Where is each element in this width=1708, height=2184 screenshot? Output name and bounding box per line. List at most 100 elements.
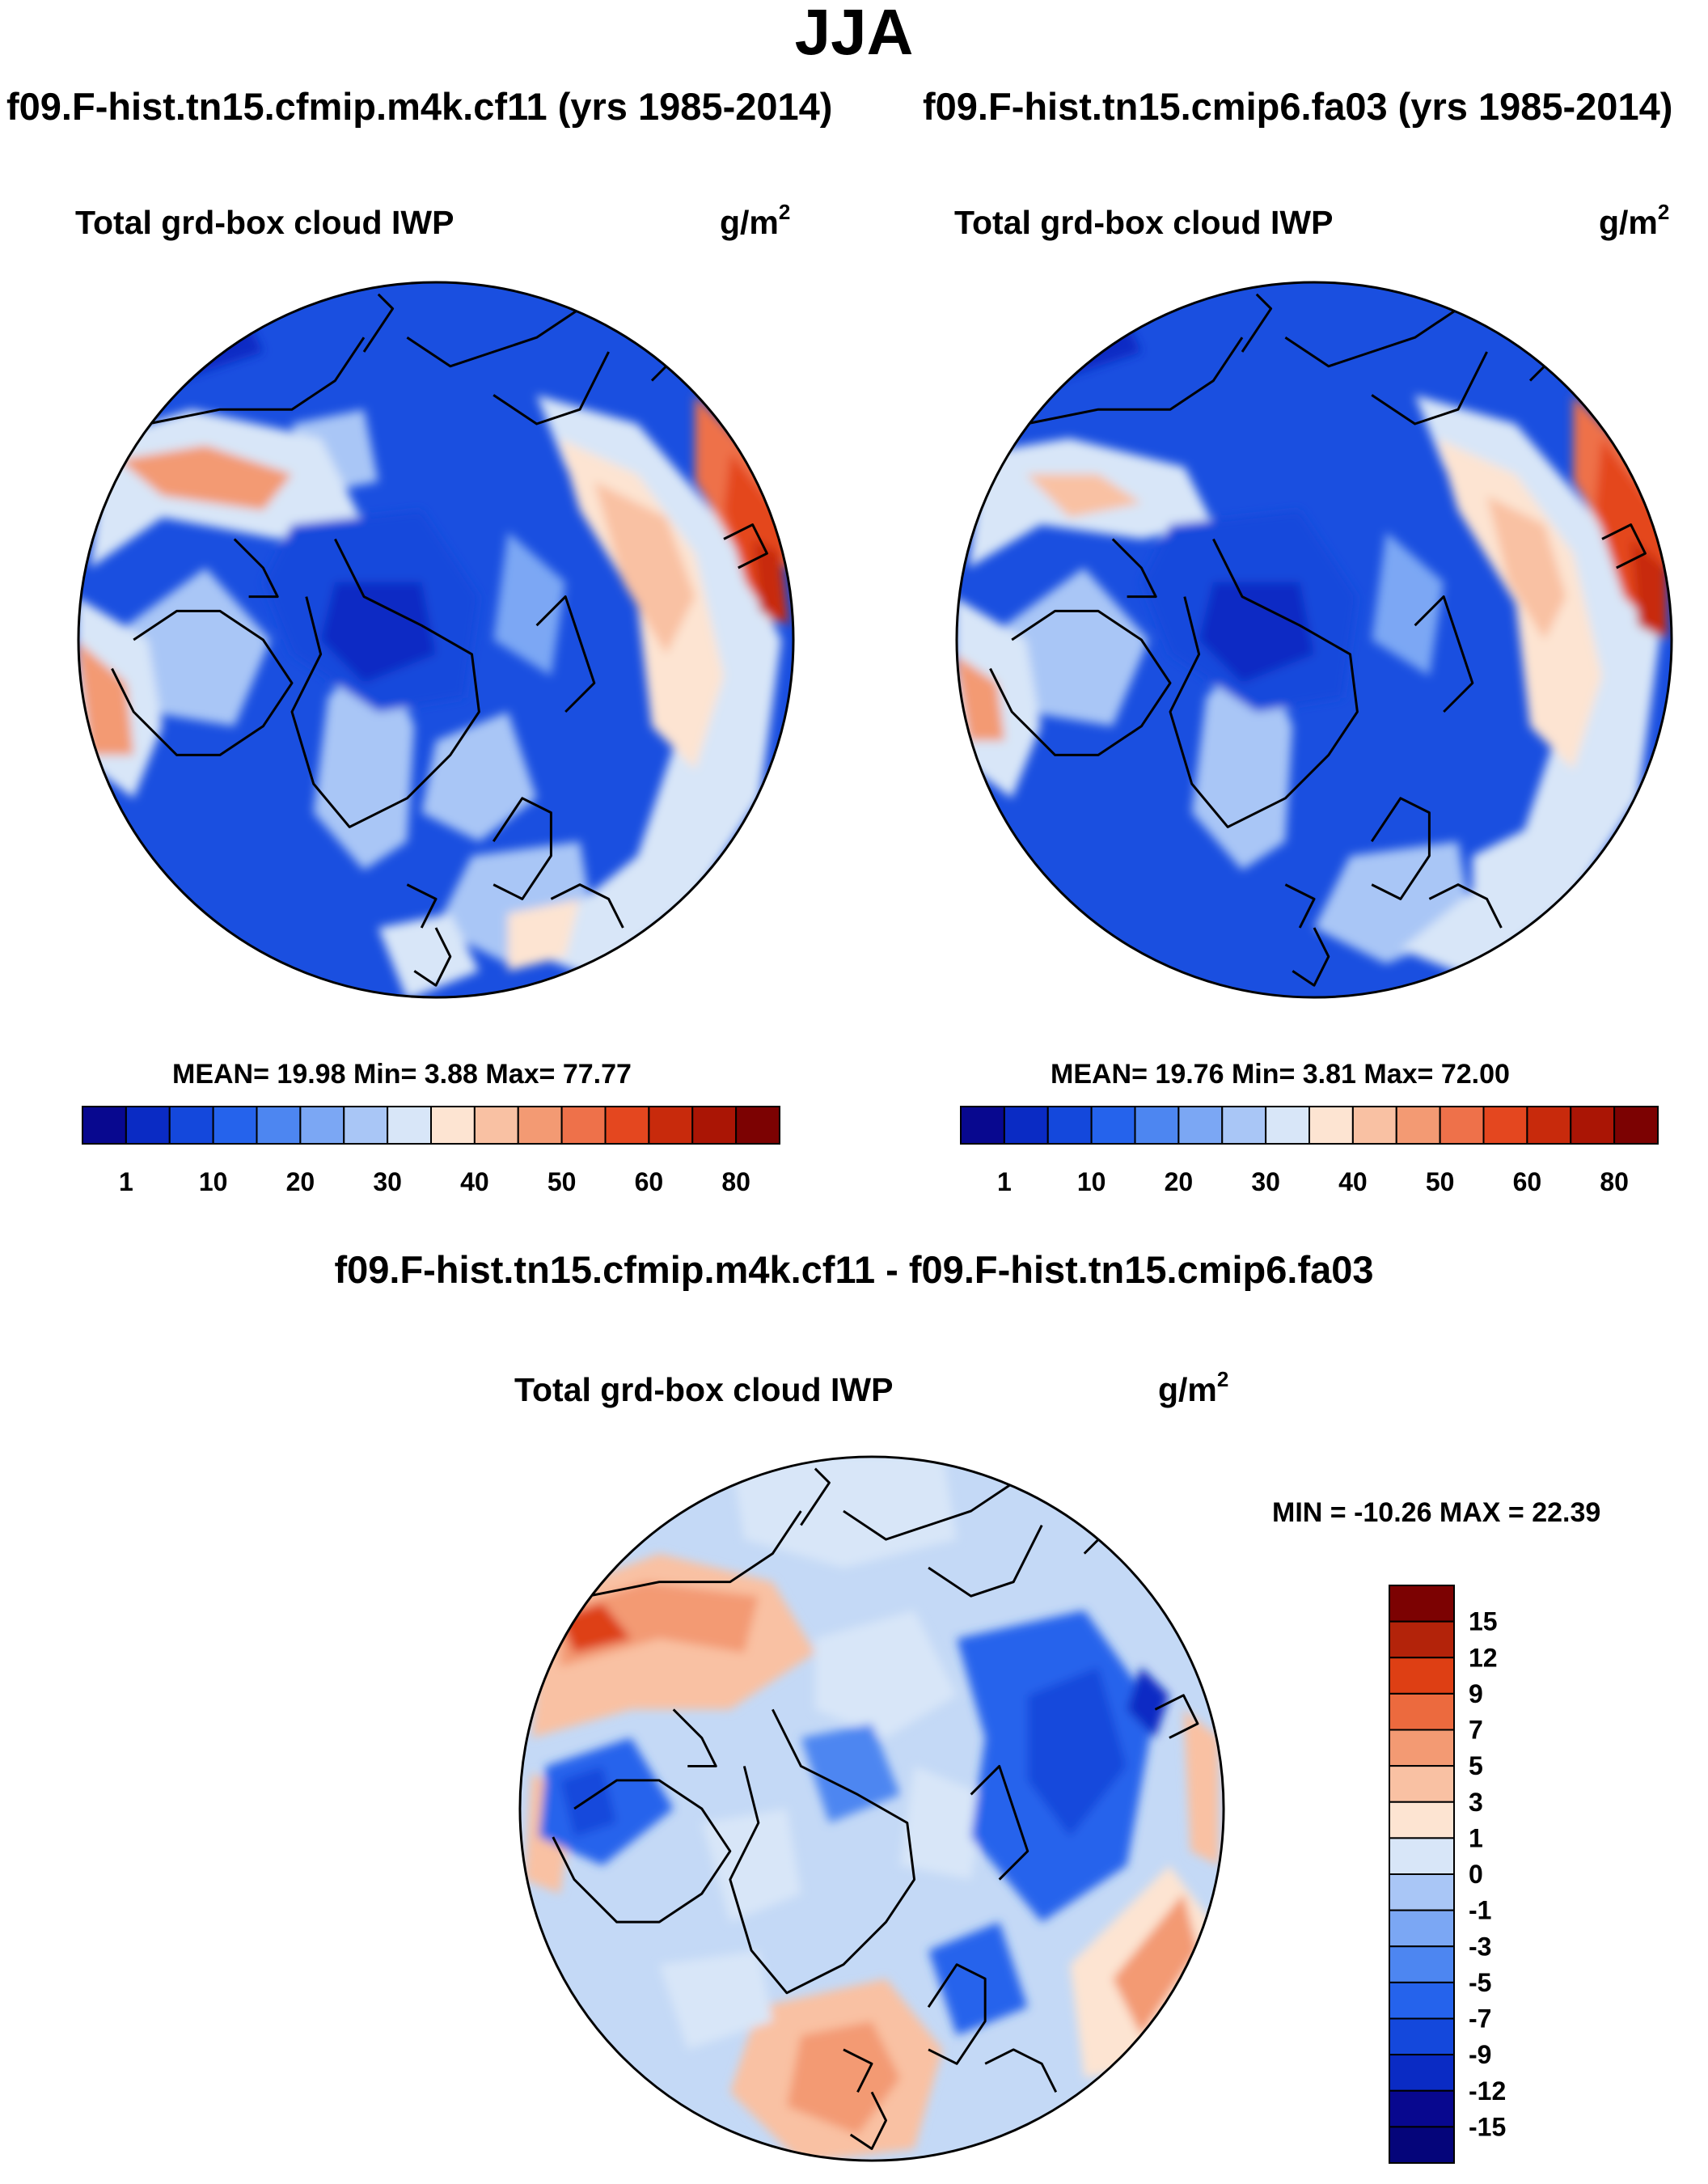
diff-coastline-2: [927, 1963, 987, 2065]
diff-colorbar-box-15: [1389, 2126, 1455, 2164]
diff-contour-region-2: [900, 1766, 986, 1880]
diff-contour-region-12: [1112, 1894, 1198, 2036]
left-contour-region-16: [421, 712, 537, 842]
left-stats: MEAN= 19.98 Min= 3.88 Max= 77.77: [172, 1059, 632, 1090]
diff-coastline-5: [843, 1481, 1015, 1541]
diff-colorbar-box-5: [1389, 1765, 1455, 1803]
right-colorbar-box-2: [1046, 1106, 1093, 1145]
right-colorbar-box-5: [1177, 1106, 1224, 1145]
left-unit-label: g/m2: [720, 200, 791, 241]
diff-colorbar-tick-6: 1: [1469, 1823, 1483, 1852]
diff-colorbar-box-10: [1389, 1945, 1455, 1983]
diff-contour-region-13: [1183, 1709, 1220, 1866]
left-colorbar-box-13: [648, 1106, 694, 1145]
diff-contour-region-3: [701, 1809, 801, 1923]
left-contour-region-15: [378, 913, 480, 997]
left-colorbar-tick-7: 80: [721, 1167, 750, 1196]
left-colorbar-box-11: [560, 1106, 607, 1145]
diff-colorbar-tick-7: 0: [1469, 1860, 1483, 1889]
left-polar-map: [77, 281, 795, 999]
right-contour-region-16: [1199, 582, 1314, 684]
diff-contour-region-0: [729, 1456, 958, 1568]
right-polar-map: [955, 281, 1673, 999]
left-contour-region-1: [126, 568, 271, 726]
left-contour-region-19: [320, 582, 436, 684]
diff-coastline-6: [928, 1524, 1043, 1598]
right-colorbar-box-15: [1613, 1106, 1659, 1145]
left-colorbar-box-3: [212, 1106, 258, 1145]
left-coastline-8: [535, 595, 596, 713]
left-coastline-12: [413, 927, 452, 987]
diff-panel-title: f09.F-hist.tn15.cfmip.m4k.cf11 - f09.F-h…: [334, 1248, 1374, 1291]
left-contour-region-17: [508, 899, 580, 971]
right-coastline-5: [1284, 307, 1459, 368]
diff-colorbar-tick-12: -9: [1469, 2040, 1491, 2069]
left-colorbar-box-6: [343, 1106, 389, 1145]
right-colorbar-box-8: [1308, 1106, 1354, 1145]
left-colorbar-tick-0: 1: [119, 1167, 133, 1196]
right-unit-label: g/m2: [1599, 200, 1670, 241]
right-coastline-3: [1428, 883, 1503, 929]
diff-colorbar-box-7: [1389, 1837, 1455, 1875]
diff-colorbar-box-11: [1389, 1981, 1455, 2020]
left-contour-region-12: [119, 445, 292, 510]
right-contour-region-13: [957, 654, 1005, 741]
right-contour-region-4: [1400, 395, 1660, 979]
right-coastline-9: [1241, 293, 1273, 353]
right-colorbar-tick-2: 20: [1165, 1167, 1194, 1196]
right-colorbar-box-0: [960, 1106, 1005, 1145]
right-contour-region-5: [1436, 438, 1602, 770]
right-colorbar-box-12: [1482, 1106, 1528, 1145]
right-variable-label: Total grd-box cloud IWP: [954, 204, 1334, 241]
diff-coastline-0: [729, 1708, 916, 1995]
diff-colorbar-tick-14: -15: [1469, 2112, 1506, 2141]
left-coastline-5: [406, 307, 581, 368]
diff-contour-region-9: [786, 2021, 901, 2135]
left-coastline-13: [233, 538, 279, 599]
left-map-border: [77, 281, 795, 999]
diff-colorbar-tick-3: 7: [1469, 1716, 1483, 1745]
diff-colorbar-box-1: [1389, 1620, 1455, 1659]
diff-contour-region-19: [928, 1922, 1028, 2036]
diff-coastline-10: [1154, 1694, 1199, 1739]
diff-colorbar-box-13: [1389, 2054, 1455, 2092]
right-contour-region-9: [1630, 539, 1668, 640]
left-colorbar-box-10: [517, 1106, 563, 1145]
left-colorbar-tick-6: 60: [635, 1167, 664, 1196]
left-coastline-6: [493, 351, 610, 425]
left-colorbar-box-1: [125, 1106, 171, 1145]
right-contour-region-11: [1026, 474, 1142, 518]
left-colorbar-box-0: [82, 1106, 127, 1145]
left-coastline-9: [362, 293, 395, 353]
diff-colorbar-tick-11: -7: [1469, 2004, 1491, 2034]
diff-colorbar-box-8: [1389, 1873, 1455, 1911]
diff-contour-region-1: [814, 1610, 958, 1738]
left-colorbar-tick-5: 50: [547, 1167, 577, 1196]
left-coastline-0: [290, 538, 480, 828]
diff-coastline-9: [800, 1467, 831, 1526]
diff-colorbar-tick-2: 9: [1469, 1679, 1483, 1708]
left-variable-label: Total grd-box cloud IWP: [75, 204, 454, 241]
diff-colorbar-box-2: [1389, 1657, 1455, 1695]
right-map-border: [955, 281, 1673, 999]
diff-contour-region-5: [560, 1581, 759, 1667]
diff-colorbar-box-9: [1389, 1909, 1455, 1948]
right-colorbar-box-9: [1351, 1106, 1397, 1145]
left-coastline-1: [111, 609, 294, 756]
left-contour-region-7: [594, 481, 695, 654]
diff-colorbar-tick-10: -5: [1469, 1968, 1491, 1997]
diff-colorbar-tick-8: -1: [1469, 1896, 1491, 1925]
right-colorbar-box-1: [1003, 1106, 1049, 1145]
left-colorbar-tick-2: 20: [286, 1167, 315, 1196]
left-panel-title: f09.F-hist.tn15.cfmip.m4k.cf11 (yrs 1985…: [6, 85, 833, 128]
right-colorbar-tick-0: 1: [997, 1167, 1012, 1196]
left-colorbar-box-4: [256, 1106, 302, 1145]
right-colorbar-tick-7: 80: [1600, 1167, 1629, 1196]
left-colorbar-box-12: [604, 1106, 650, 1145]
diff-stats: MIN = -10.26 MAX = 22.39: [1272, 1497, 1601, 1528]
left-contour-region-10: [752, 539, 789, 626]
right-colorbar-tick-6: 60: [1513, 1167, 1542, 1196]
right-coastline-2: [1370, 797, 1431, 900]
diff-colorbar-box-14: [1389, 2089, 1455, 2128]
diff-colorbar: 15 12 9 7 5 3 1 0 -1 -3 -5 -7 -9 -12 -15: [1389, 1585, 1506, 2164]
